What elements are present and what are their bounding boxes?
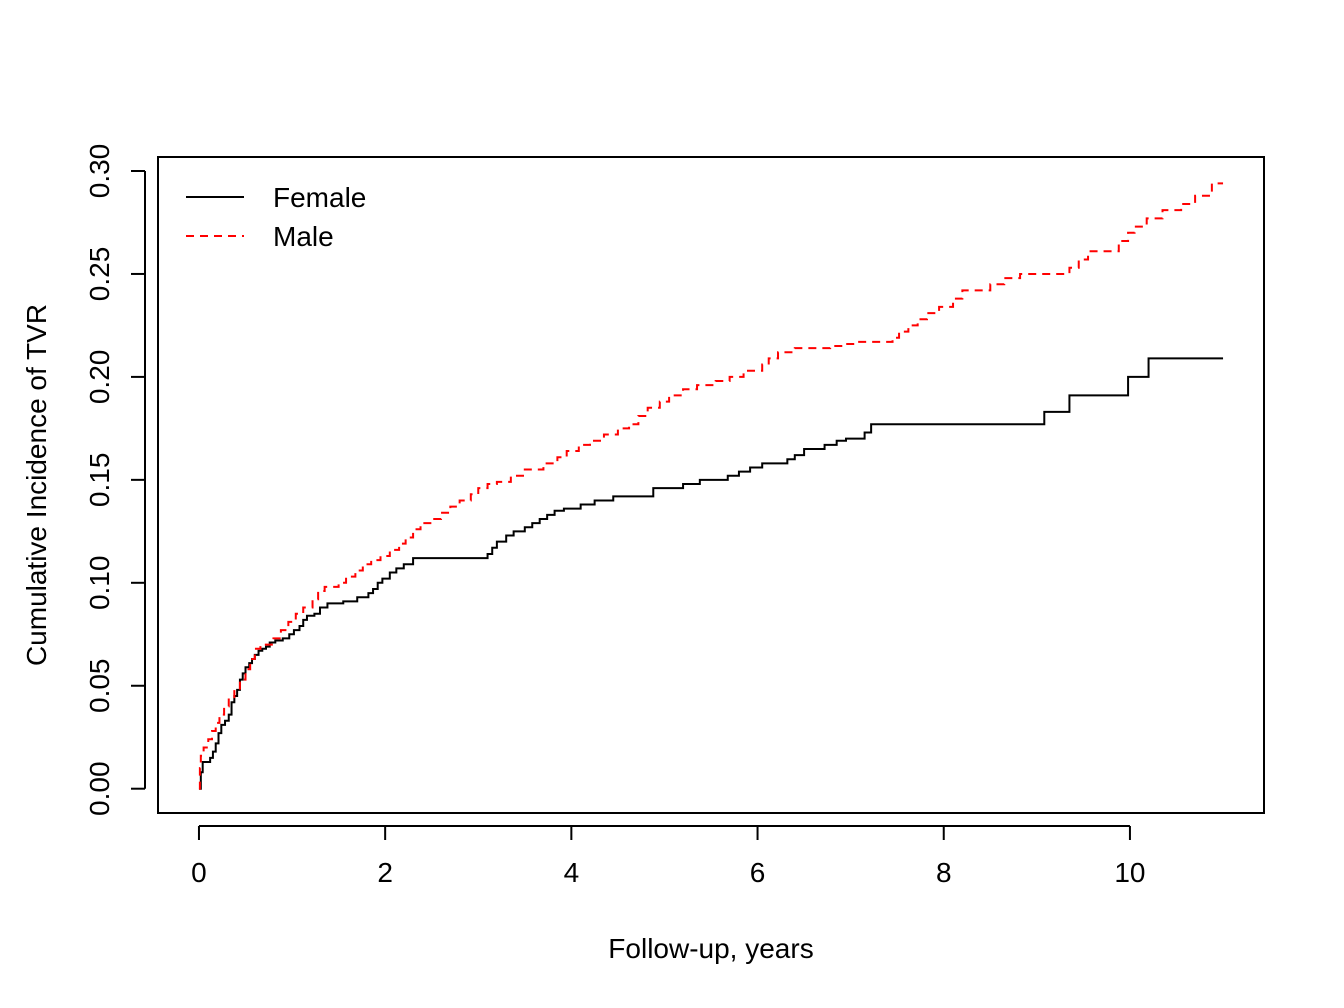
y-tick-label: 0.30	[84, 144, 115, 199]
y-axis: 0.00 0.05 0.10 0.15 0.20 0.25 0.30	[84, 144, 146, 816]
y-tick-label: 0.10	[84, 556, 115, 611]
y-axis-title: Cumulative Incidence of TVR	[21, 304, 52, 666]
series-line-female	[198, 357, 1224, 790]
legend-label-female: Female	[273, 182, 366, 213]
plot-frame	[157, 156, 1265, 814]
x-tick-label: 2	[377, 857, 393, 888]
series-line-male	[198, 182, 1224, 790]
x-tick-label: 10	[1114, 857, 1145, 888]
y-tick-label: 0.20	[84, 350, 115, 405]
x-tick-label: 0	[191, 857, 207, 888]
y-tick-label: 0.00	[84, 761, 115, 816]
legend: Female Male	[186, 182, 366, 252]
x-axis-title: Follow-up, years	[608, 933, 813, 964]
series-layer	[198, 182, 1224, 790]
y-tick-label: 0.15	[84, 453, 115, 508]
legend-label-male: Male	[273, 221, 334, 252]
x-tick-label: 6	[750, 857, 766, 888]
y-tick-label: 0.05	[84, 659, 115, 714]
x-tick-label: 4	[564, 857, 580, 888]
x-axis: 0 2 4 6 8 10	[191, 825, 1146, 888]
y-tick-label: 0.25	[84, 247, 115, 302]
x-tick-label: 8	[936, 857, 952, 888]
